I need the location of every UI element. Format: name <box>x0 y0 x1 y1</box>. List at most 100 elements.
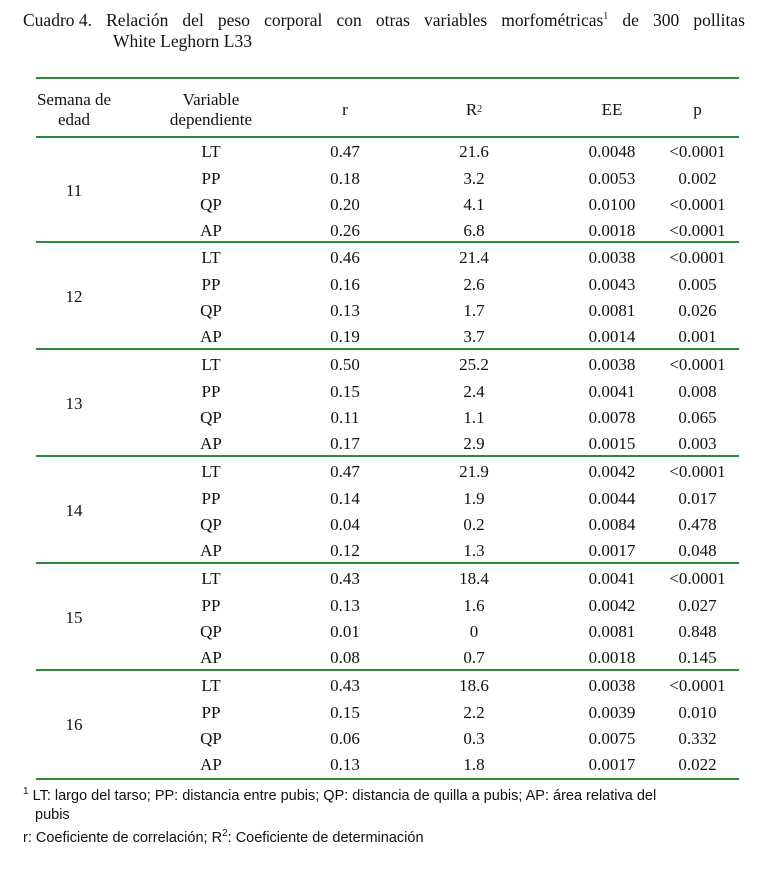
cell-var: QP <box>200 195 222 214</box>
cell-r2: 18.6 <box>459 676 489 695</box>
cell-p: 0.010 <box>678 703 717 722</box>
cell-var: QP <box>200 408 222 427</box>
cell-r2: 0.3 <box>463 729 485 748</box>
cell-var: AP <box>200 327 222 346</box>
table-row: QP 0.04 0.2 0.0084 0.478 <box>36 512 739 538</box>
table-row: PP 0.13 1.6 0.0042 0.027 <box>36 593 739 619</box>
cell-ee: 0.0038 <box>588 355 636 374</box>
cell-r: 0.16 <box>330 275 360 294</box>
week-spacer <box>36 512 112 538</box>
table-row: QP 0.20 4.1 0.0100 <0.0001 <box>36 192 739 218</box>
caption-line-2: White Leghorn L33 <box>113 31 252 51</box>
cell-r2: 25.2 <box>459 355 489 374</box>
cell-r2: 3.7 <box>463 327 485 346</box>
cell-ee: 0.0048 <box>588 142 636 161</box>
week-spacer <box>36 166 112 192</box>
cell-ee: 0.0078 <box>588 408 636 427</box>
week-label: 15 <box>65 607 83 627</box>
cell-p: 0.848 <box>678 622 717 641</box>
cell-ee: 0.0081 <box>588 301 636 320</box>
header-ee: EE <box>601 100 623 119</box>
header-r2-base: R <box>465 100 478 119</box>
week-spacer <box>36 726 112 752</box>
cell-ee: 0.0100 <box>588 195 636 214</box>
cell-r2: 1.6 <box>463 596 485 615</box>
header-variable-line2: dependiente <box>169 110 253 129</box>
caption-word: peso <box>217 10 250 30</box>
cell-var: LT <box>201 462 221 481</box>
cell-r2: 1.9 <box>463 489 485 508</box>
cell-var: AP <box>200 755 222 774</box>
week-spacer <box>36 245 112 271</box>
cell-p: 0.017 <box>678 489 717 508</box>
table-row: QP 0.11 1.1 0.0078 0.065 <box>36 405 739 431</box>
week-spacer <box>36 645 112 671</box>
cell-var: PP <box>201 703 221 722</box>
cell-p: 0.478 <box>678 515 717 534</box>
table-row: AP 0.13 1.8 0.0017 0.022 <box>36 752 739 778</box>
table-row: PP 0.16 2.6 0.0043 0.005 <box>36 272 739 298</box>
cell-r2: 0 <box>469 622 479 641</box>
cell-ee: 0.0015 <box>588 434 636 453</box>
caption-word: de <box>622 10 639 30</box>
group-rule <box>36 669 739 671</box>
table-row: LT 0.47 21.9 0.0042 <0.0001 <box>36 459 739 485</box>
cell-r: 0.50 <box>330 355 360 374</box>
cell-r2: 3.2 <box>463 169 485 188</box>
week-spacer <box>36 700 112 726</box>
cell-r: 0.47 <box>330 462 360 481</box>
cell-r2: 0.7 <box>463 648 485 667</box>
cell-ee: 0.0042 <box>588 462 636 481</box>
cell-ee: 0.0017 <box>588 755 636 774</box>
cell-ee: 0.0043 <box>588 275 636 294</box>
table-row: LT 0.46 21.4 0.0038 <0.0001 <box>36 245 739 271</box>
table-row: PP 0.18 3.2 0.0053 0.002 <box>36 166 739 192</box>
cell-var: AP <box>200 221 222 240</box>
caption-word: del <box>182 10 204 30</box>
cell-p: <0.0001 <box>669 221 726 240</box>
week-spacer <box>36 405 112 431</box>
bottom-rule <box>36 778 739 780</box>
caption-word: variables <box>423 10 488 30</box>
cell-ee: 0.0042 <box>588 596 636 615</box>
cell-r: 0.11 <box>330 408 360 427</box>
cell-r: 0.18 <box>330 169 360 188</box>
week-spacer <box>36 593 112 619</box>
caption-word: 300 <box>653 10 680 30</box>
footnote-2-sup: 2 <box>222 828 228 840</box>
cell-ee: 0.0084 <box>588 515 636 534</box>
cell-ee: 0.0039 <box>588 703 636 722</box>
week-spacer <box>36 752 112 778</box>
cell-r: 0.20 <box>330 195 360 214</box>
table-row: LT 0.50 25.2 0.0038 <0.0001 <box>36 352 739 378</box>
caption-word: otras <box>375 10 410 30</box>
caption-word: corporal <box>264 10 323 30</box>
caption-word: Relación <box>106 10 169 30</box>
cell-p: <0.0001 <box>669 676 726 695</box>
cell-r: 0.17 <box>330 434 360 453</box>
week-spacer <box>36 566 112 592</box>
cell-p: 0.005 <box>678 275 717 294</box>
cell-ee: 0.0041 <box>588 382 636 401</box>
caption-word-with-sup: morfométricas1 <box>501 10 608 31</box>
cell-r2: 1.7 <box>463 301 485 320</box>
header-r: r <box>342 100 348 119</box>
cell-ee: 0.0014 <box>588 327 636 346</box>
cell-r2: 2.2 <box>463 703 485 722</box>
week-spacer <box>36 324 112 350</box>
cell-p: 0.008 <box>678 382 717 401</box>
cell-r2: 21.9 <box>459 462 489 481</box>
cell-var: PP <box>201 169 221 188</box>
cell-ee: 0.0075 <box>588 729 636 748</box>
cell-var: PP <box>201 275 221 294</box>
week-spacer <box>36 298 112 324</box>
cell-ee: 0.0081 <box>588 622 636 641</box>
cell-r: 0.15 <box>330 382 360 401</box>
table-row: QP 0.13 1.7 0.0081 0.026 <box>36 298 739 324</box>
cell-var: PP <box>201 489 221 508</box>
cell-p: <0.0001 <box>669 462 726 481</box>
cell-ee: 0.0044 <box>588 489 636 508</box>
cell-ee: 0.0053 <box>588 169 636 188</box>
cell-ee: 0.0018 <box>588 648 636 667</box>
